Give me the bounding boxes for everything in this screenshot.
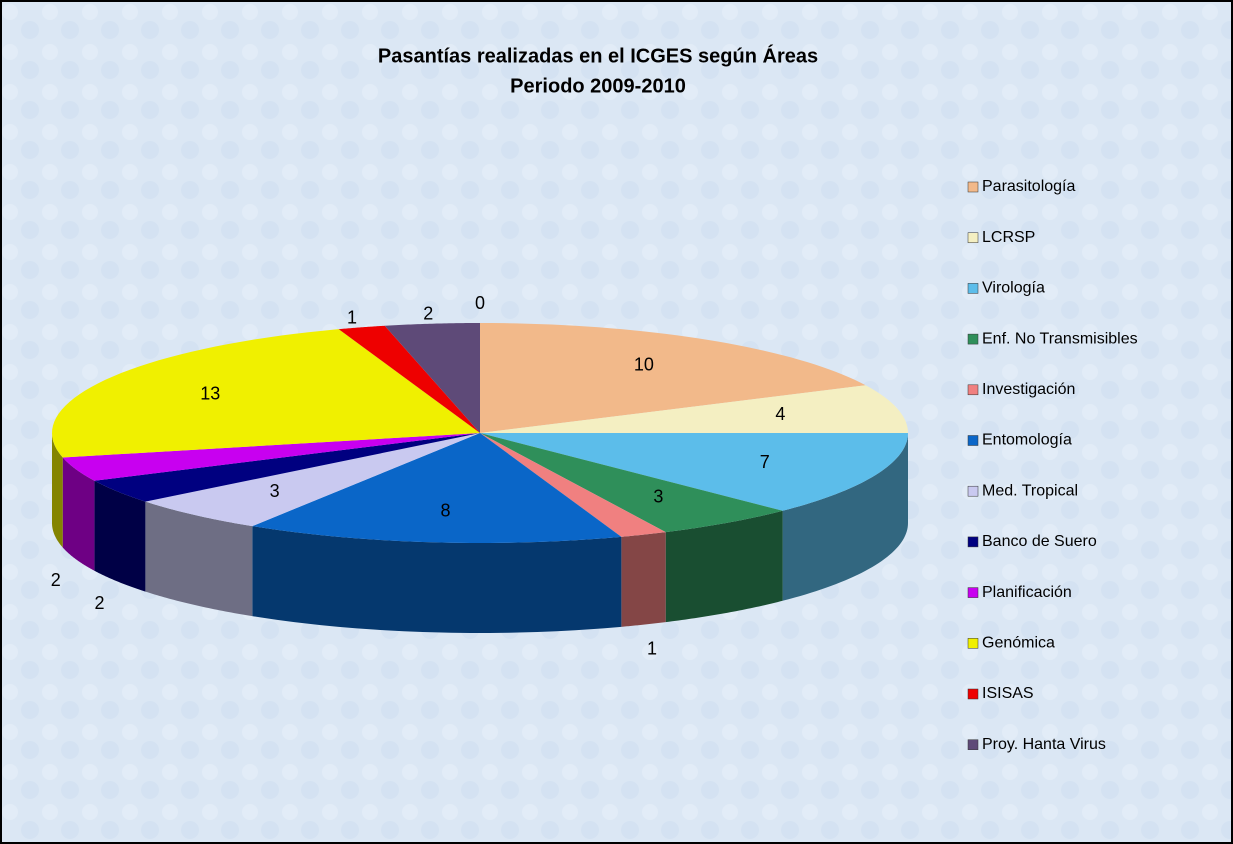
data-label: 7	[760, 452, 770, 472]
legend-swatch	[967, 333, 979, 345]
legend-label: ISISAS	[982, 685, 1034, 702]
legend-swatch	[967, 536, 979, 548]
data-label: 13	[200, 383, 220, 403]
slice-side	[665, 510, 783, 623]
legend-swatch	[967, 283, 979, 294]
legend-swatch	[967, 232, 979, 243]
slice	[252, 433, 622, 543]
slice	[94, 433, 481, 502]
data-label: 3	[270, 481, 280, 501]
slice-side	[94, 480, 146, 592]
slice	[480, 433, 783, 533]
legend-label: Genómica	[982, 635, 1055, 652]
chart-title: Pasantías realizadas en el ICGES según Á…	[378, 44, 818, 67]
slice	[480, 323, 866, 433]
slice-side	[145, 501, 253, 617]
tops	[52, 323, 908, 543]
data-label: 8	[440, 500, 450, 520]
data-label: 4	[775, 404, 785, 424]
legend-swatch	[967, 739, 979, 750]
legend-label: LCRSP	[982, 229, 1035, 246]
legend-label: Planificación	[982, 584, 1072, 601]
data-label: 10	[634, 355, 654, 375]
legend-swatch	[967, 384, 979, 396]
slice-side	[52, 433, 63, 548]
slice-side	[782, 433, 908, 601]
legend-swatch	[967, 485, 979, 497]
legend-swatch	[967, 587, 979, 598]
data-label: 2	[423, 304, 433, 324]
legend-swatch	[967, 638, 979, 649]
legend-label: Entomología	[982, 432, 1072, 449]
legend-label: Enf. No Transmisibles	[982, 330, 1138, 347]
legend-label: Investigación	[982, 381, 1075, 398]
data-label: 2	[51, 570, 61, 590]
slice-side	[252, 526, 622, 633]
data-label: 3	[653, 486, 663, 506]
legend-label: Banco de Suero	[982, 533, 1097, 550]
sides	[52, 433, 908, 633]
data-label: 2	[94, 593, 104, 613]
slice	[62, 433, 480, 481]
legend-label: Virología	[982, 280, 1045, 297]
slice	[145, 433, 480, 527]
slice-side	[62, 457, 95, 571]
data-label: 0	[475, 293, 485, 313]
slice	[480, 385, 908, 433]
legend-swatch	[967, 688, 979, 700]
slice-side	[621, 532, 666, 627]
chart-subtitle: Periodo 2009-2010	[510, 75, 686, 97]
slice	[338, 325, 480, 433]
slice	[52, 329, 480, 458]
slice	[384, 323, 480, 433]
legend-swatch	[967, 181, 979, 193]
legend-swatch	[967, 435, 979, 446]
slice	[480, 433, 908, 511]
data-label: 1	[647, 638, 657, 658]
legend-label: Med. Tropical	[982, 482, 1078, 499]
legend-label: Parasitología	[982, 178, 1075, 195]
data-label: 1	[347, 308, 357, 328]
slice	[480, 433, 666, 537]
legend-label: Proy. Hanta Virus	[982, 736, 1106, 753]
